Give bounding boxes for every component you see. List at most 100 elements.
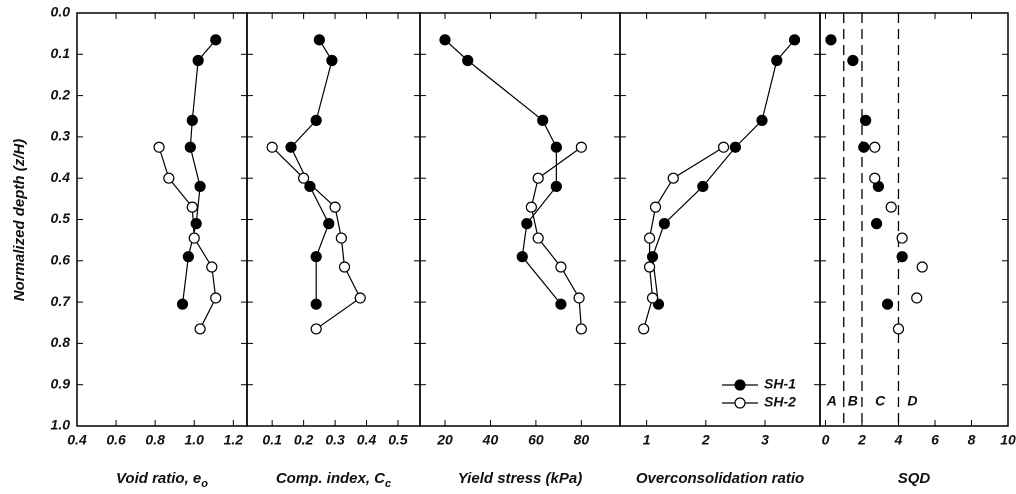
data-point (521, 218, 533, 230)
data-point (717, 141, 730, 153)
x-tick-label: 80 (574, 432, 590, 448)
x-tick-label: 0.1 (262, 432, 282, 448)
data-point (532, 232, 544, 244)
data-point (756, 114, 768, 126)
y-tick-label: 0.7 (51, 293, 72, 309)
x-axis-label-text: Overconsolidation ratio (636, 470, 804, 487)
data-point (194, 180, 206, 193)
x-tick-label: 1 (643, 432, 651, 448)
data-point (892, 323, 905, 335)
x-axis-label-subscript: c (385, 478, 391, 490)
x-tick-label: 1.2 (224, 432, 244, 448)
plot-frame (819, 12, 1009, 427)
series-line (651, 39, 796, 305)
x-axis-label: Void ratio, eo (116, 470, 208, 490)
x-tick-label: 0.5 (388, 432, 408, 448)
plot-frame (246, 12, 421, 427)
zone-label: C (875, 393, 886, 409)
zone-label: A (826, 393, 837, 409)
data-point (310, 298, 322, 310)
data-point (182, 251, 194, 263)
data-point (825, 34, 837, 46)
x-tick-label: 1.0 (185, 432, 205, 448)
data-point (658, 218, 670, 230)
y-tick-label: 0.9 (51, 375, 71, 391)
x-axis-label-text: Void ratio, e (116, 470, 201, 487)
data-point (310, 251, 322, 263)
data-point (649, 201, 662, 213)
data-point (326, 54, 338, 67)
data-point (896, 251, 908, 263)
y-tick-label: 0.6 (51, 252, 71, 268)
data-point (729, 141, 741, 153)
data-point (643, 261, 656, 273)
data-point (646, 292, 659, 304)
x-tick-label: 0 (822, 432, 830, 448)
x-tick-label: 2 (857, 432, 866, 448)
x-axis-label: Overconsolidation ratio (636, 470, 804, 487)
data-point (516, 251, 528, 263)
data-point (439, 34, 451, 46)
plot-frame (619, 12, 821, 427)
x-tick-label: 0.8 (145, 432, 165, 448)
x-axis-label: Yield stress (kPa) (458, 470, 583, 487)
data-point (858, 141, 870, 153)
data-point (192, 54, 204, 67)
x-tick-label: 2 (701, 432, 710, 448)
y-tick-label: 0.8 (51, 334, 71, 350)
data-point (643, 232, 656, 244)
data-point (697, 180, 709, 193)
x-tick-label: 4 (894, 432, 903, 448)
data-point (896, 232, 908, 244)
data-point (771, 54, 783, 67)
x-tick-label: 20 (436, 432, 453, 448)
data-point (555, 261, 567, 273)
data-point (869, 172, 881, 184)
x-axis-label: Comp. index, Cc (276, 470, 391, 490)
data-point (555, 298, 567, 310)
x-tick-label: 40 (482, 432, 499, 448)
x-tick-label: 0.4 (67, 432, 87, 448)
data-point (335, 232, 347, 244)
y-tick-label: 1.0 (51, 417, 71, 433)
data-point (575, 323, 587, 335)
data-point (667, 172, 679, 184)
data-point (550, 141, 562, 153)
data-point (304, 180, 316, 193)
data-point (176, 298, 189, 310)
data-point (206, 261, 218, 273)
data-point (916, 261, 928, 273)
data-point (847, 54, 859, 67)
data-point (532, 172, 544, 184)
x-tick-label: 60 (528, 432, 544, 448)
data-point (869, 141, 881, 153)
data-point (313, 34, 325, 46)
x-tick-label: 10 (1000, 432, 1016, 448)
x-axis-label-text: Comp. index, C (276, 470, 386, 487)
data-point (881, 298, 894, 310)
data-point (186, 201, 198, 213)
data-point (310, 323, 322, 335)
legend-marker (734, 397, 746, 409)
y-tick-label: 0.2 (51, 86, 71, 102)
data-point (153, 141, 165, 153)
data-point (911, 292, 923, 304)
x-tick-label: 8 (968, 432, 976, 448)
y-tick-label: 0.5 (51, 210, 71, 226)
data-point (163, 172, 175, 184)
data-point (860, 114, 872, 126)
data-point (870, 218, 883, 230)
x-axis-label: SQD (898, 470, 931, 487)
plot-frame (419, 12, 621, 427)
data-point (537, 114, 549, 126)
y-axis-label: Normalized depth (z/H) (11, 139, 28, 302)
data-point (186, 114, 198, 126)
series-line (290, 39, 333, 305)
data-point (788, 34, 801, 46)
legend-marker (734, 379, 746, 391)
zone-label: D (907, 393, 917, 409)
data-point (210, 292, 222, 304)
x-tick-label: 6 (931, 432, 939, 448)
data-point (354, 292, 366, 304)
x-tick-label: 3 (761, 432, 769, 448)
